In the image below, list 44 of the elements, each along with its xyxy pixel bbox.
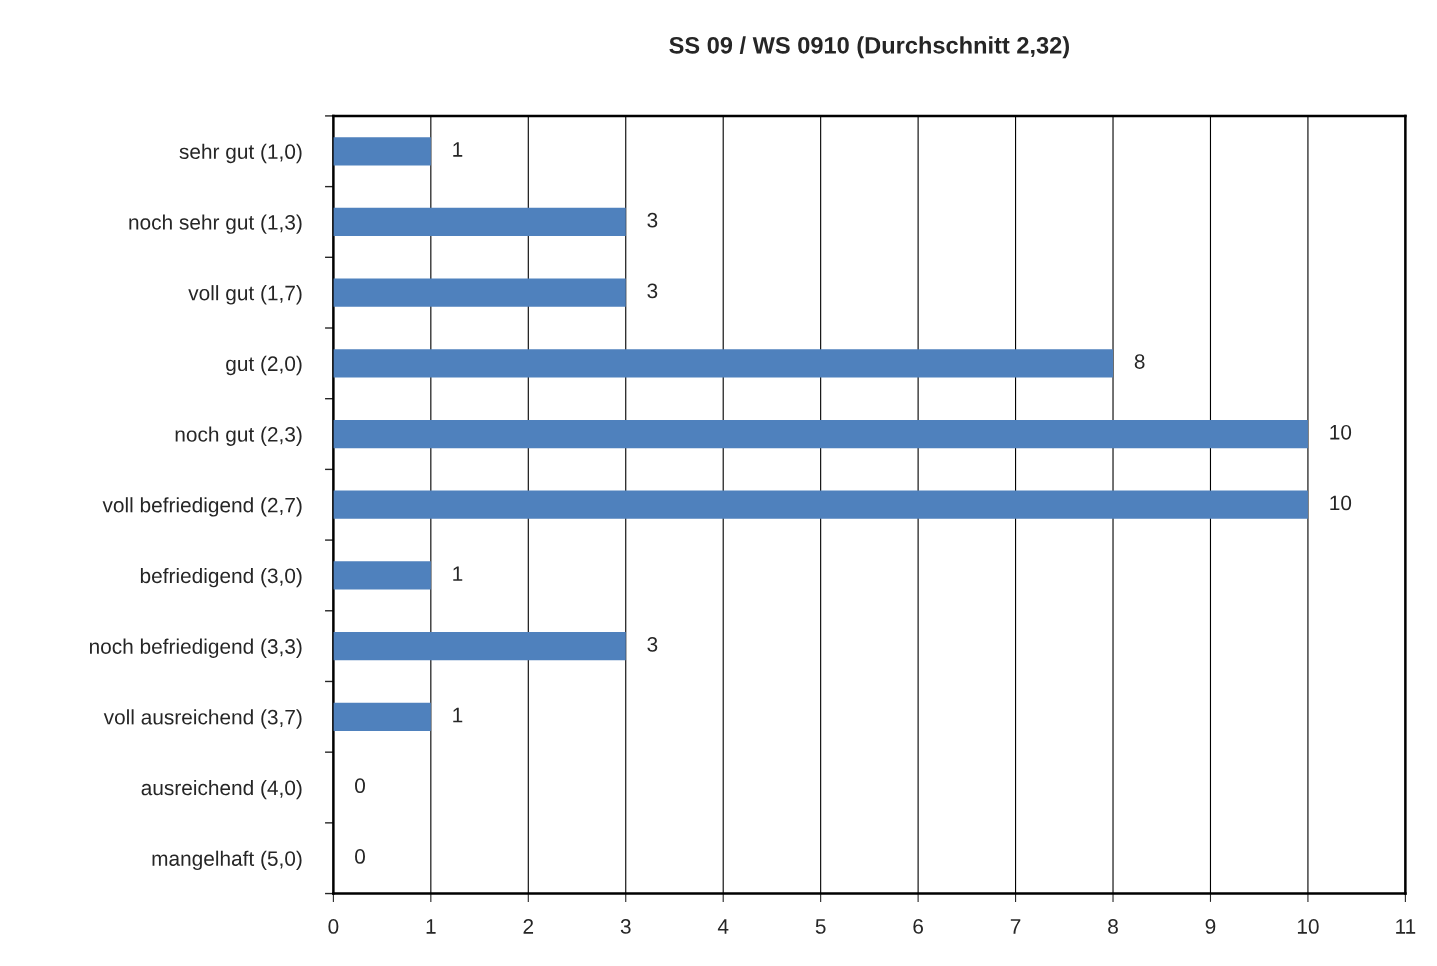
bar xyxy=(333,207,626,237)
y-tick-label: noch befriedigend (3,3) xyxy=(89,638,302,658)
x-tick-label: 3 xyxy=(620,919,631,934)
x-tick-label: 11 xyxy=(1396,919,1416,934)
data-label: 1 xyxy=(453,142,463,157)
data-label: 10 xyxy=(1330,424,1352,440)
bar xyxy=(333,561,431,590)
x-tick-label: 10 xyxy=(1297,919,1319,934)
x-tick-label: 2 xyxy=(523,919,534,934)
y-tick-label: noch sehr gut (1,3) xyxy=(129,214,302,234)
y-tick-label: voll befriedigend (2,7) xyxy=(102,497,302,517)
x-tick-label: 7 xyxy=(1010,919,1021,934)
bar xyxy=(333,702,431,731)
chart-title: SS 09 / WS 0910 (Durchschnitt 2,32) xyxy=(669,36,1069,59)
y-tick-label: ausreichend (4,0) xyxy=(141,779,302,800)
bar xyxy=(333,631,626,661)
data-label: 3 xyxy=(647,212,658,228)
x-tick-label: 1 xyxy=(426,919,436,934)
data-label: 1 xyxy=(453,707,463,723)
bar xyxy=(333,137,431,166)
y-tick-label: voll gut (1,7) xyxy=(188,285,302,305)
x-tick-label: 5 xyxy=(815,919,826,934)
y-tick-label: noch gut (2,3) xyxy=(175,426,302,446)
data-label: 3 xyxy=(647,636,658,652)
bar xyxy=(333,278,626,307)
bar xyxy=(333,349,1114,378)
bar xyxy=(333,419,1308,449)
x-tick-label: 6 xyxy=(913,919,923,934)
x-tick-label: 8 xyxy=(1108,919,1118,934)
x-tick-label: 4 xyxy=(717,919,729,934)
y-tick-label: sehr gut (1,0) xyxy=(179,143,302,164)
y-tick-label: gut (2,0) xyxy=(226,355,302,376)
data-label: 10 xyxy=(1330,495,1352,511)
data-label: 0 xyxy=(355,778,365,794)
data-label: 3 xyxy=(647,283,658,299)
bar xyxy=(333,490,1308,519)
y-tick-label: voll ausreichend (3,7) xyxy=(103,709,302,729)
x-tick-label: 0 xyxy=(328,919,339,934)
data-label: 8 xyxy=(1134,354,1145,369)
data-label: 1 xyxy=(453,566,463,581)
x-tick-label: 9 xyxy=(1205,919,1216,934)
y-tick-label: mangelhaft (5,0) xyxy=(152,850,302,871)
data-label: 0 xyxy=(355,849,365,864)
y-tick-label: befriedigend (3,0) xyxy=(140,567,302,588)
